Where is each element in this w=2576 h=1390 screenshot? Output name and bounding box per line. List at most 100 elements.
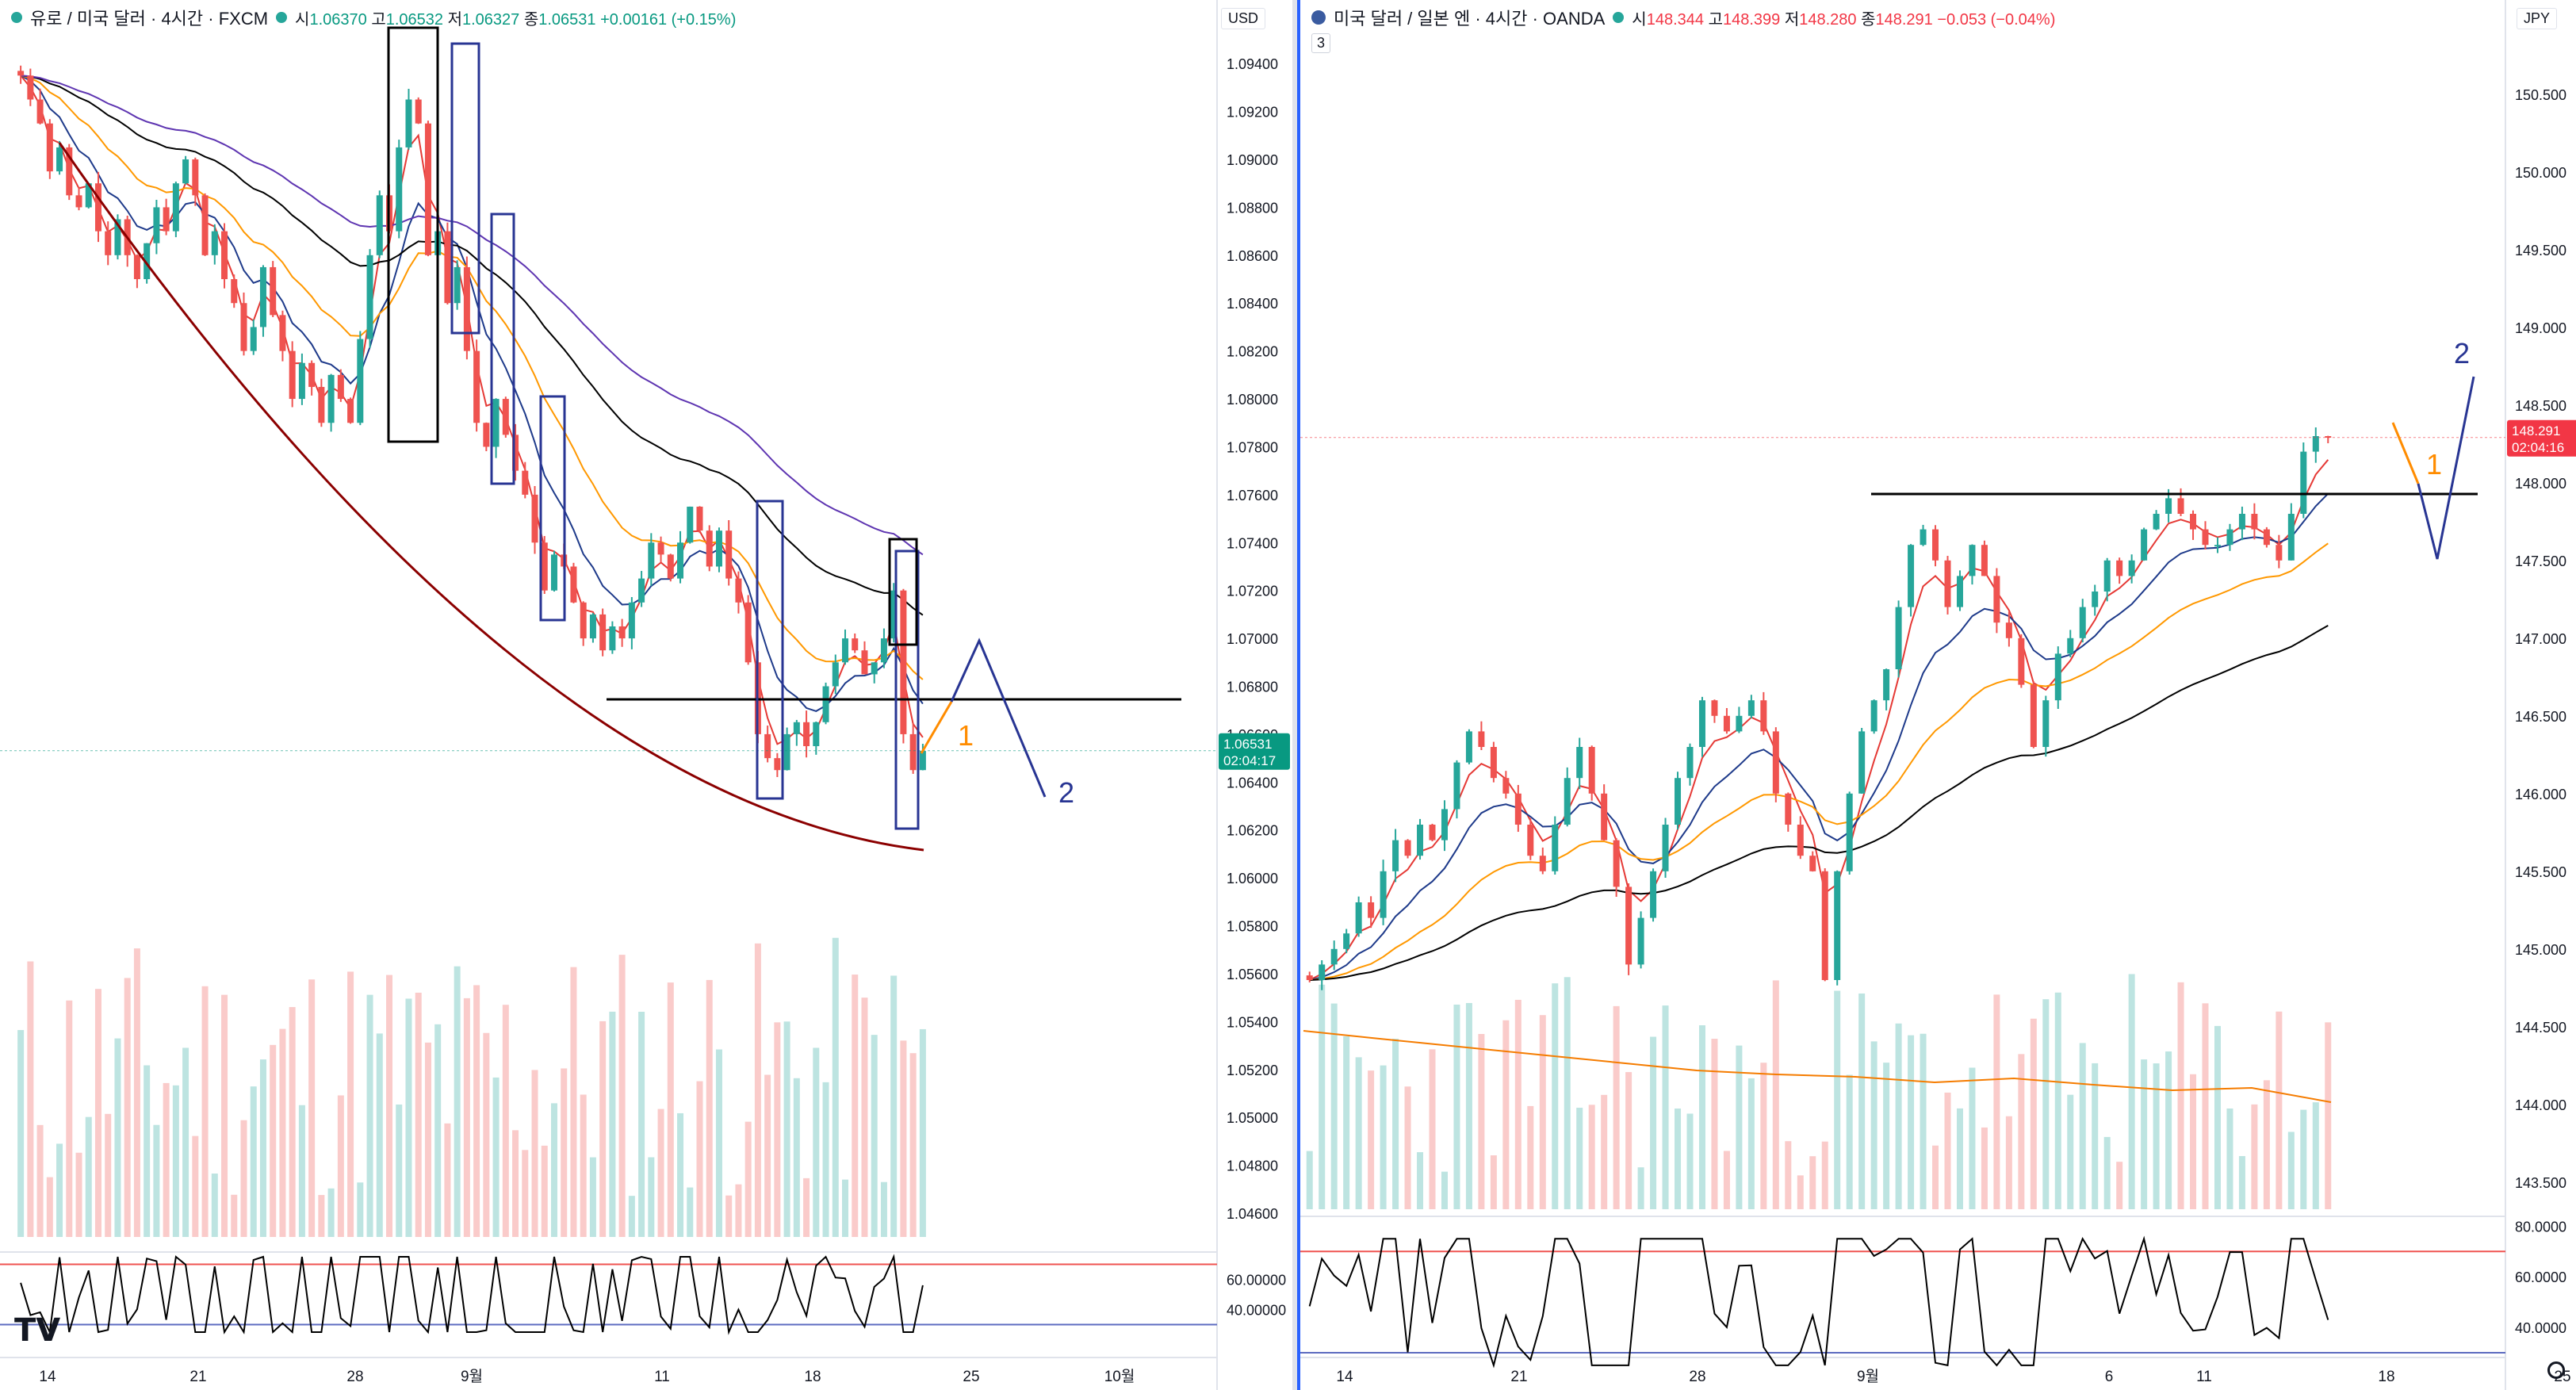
volume-bar <box>1821 1141 1828 1209</box>
volume-bar <box>1870 1041 1877 1209</box>
box-blue <box>539 395 566 622</box>
y-tick-label: 1.08800 <box>1227 200 1278 216</box>
candle-body <box>1675 778 1682 825</box>
pane-divider[interactable] <box>1292 0 1297 1390</box>
candle-body <box>463 266 470 351</box>
ema-slow-line <box>20 75 924 680</box>
candle-body <box>2214 545 2221 547</box>
y-tick-label: 149.000 <box>2515 320 2566 336</box>
candle-body <box>1993 576 2000 623</box>
x-tick-label: 9월 <box>1857 1368 1879 1385</box>
ema-fast-line <box>20 75 924 745</box>
candle-body <box>231 279 238 304</box>
volume-bar <box>550 1103 557 1237</box>
candle-body <box>2103 560 2111 592</box>
candle-body <box>764 733 771 759</box>
x-axis-strip <box>1300 1357 2505 1390</box>
volume-bar <box>1404 1086 1411 1209</box>
volume-bar <box>2116 1162 2123 1209</box>
volume-bar <box>2276 1011 2283 1209</box>
volume-bar <box>105 1113 112 1237</box>
candle-body <box>396 147 403 232</box>
volume-bar <box>2325 1022 2332 1209</box>
y-tick-label: 1.07200 <box>1227 584 1278 599</box>
candle-body <box>1650 871 1657 918</box>
candle-body <box>366 255 373 339</box>
candle-body <box>735 578 742 603</box>
volume-bar <box>357 1182 364 1237</box>
candle-body <box>1772 731 1779 794</box>
candle-body <box>1969 545 1976 576</box>
volume-bar <box>1588 1105 1595 1209</box>
volume-bar <box>2153 1063 2160 1209</box>
box-blue <box>756 500 784 800</box>
currency-selector[interactable]: USD <box>1221 8 1266 29</box>
box-blue <box>490 213 515 485</box>
candle-body <box>609 626 616 651</box>
candle-body <box>2251 514 2258 530</box>
volume-bar <box>1883 1063 1890 1209</box>
tradingview-logo[interactable]: TV <box>14 1312 61 1349</box>
usdjpy-chart-pane[interactable]: 미국 달러 / 일본 엔 · 4시간 · OANDA 시148.344 고148… <box>1297 0 2576 1390</box>
volume-bar <box>240 1120 247 1237</box>
eurusd-chart-pane[interactable]: 유로 / 미국 달러 · 4시간 · FXCM 시1.06370 고1.0653… <box>0 0 1292 1390</box>
candle-body <box>2092 592 2099 607</box>
x-tick-label: 21 <box>189 1369 206 1385</box>
candle-body <box>1588 747 1595 794</box>
y-tick-label: 150.500 <box>2515 87 2566 103</box>
y-tick-label: 1.05000 <box>1227 1110 1278 1126</box>
candle-body <box>105 231 112 255</box>
volume-bar <box>687 1187 694 1237</box>
volume-bar <box>1944 1092 1951 1209</box>
x-tick-label: 14 <box>39 1369 56 1385</box>
volume-bar <box>270 1044 277 1237</box>
volume-bar <box>1502 1020 1510 1209</box>
symbol-flag-icon <box>1311 10 1326 25</box>
volume-bar <box>832 937 839 1237</box>
y-tick-label: 1.08200 <box>1227 344 1278 360</box>
volume-bar <box>764 1074 771 1237</box>
candle-body <box>1404 840 1411 856</box>
candle-body <box>182 159 189 184</box>
candle-body <box>1392 840 1399 871</box>
candle-body <box>890 590 898 639</box>
candle-body <box>1564 778 1571 825</box>
projection-label-2: 2 <box>2454 337 2470 370</box>
volume-bar <box>628 1196 635 1237</box>
volume-bar <box>1797 1175 1804 1209</box>
candle-body <box>259 266 266 327</box>
volume-bar <box>706 979 713 1237</box>
rsi-tick-label: 40.00000 <box>1227 1303 1286 1319</box>
volume-bar <box>900 1040 907 1237</box>
volume-bar <box>366 994 373 1237</box>
volume-bar <box>580 1094 587 1237</box>
volume-bar <box>1368 1070 1375 1209</box>
eurusd-header: 유로 / 미국 달러 · 4시간 · FXCM 시1.06370 고1.0653… <box>11 5 736 30</box>
symbol-title[interactable]: 미국 달러 / 일본 엔 · 4시간 · OANDA <box>1334 9 1606 29</box>
volume-bar <box>2165 1051 2172 1209</box>
y-tick-label: 1.07600 <box>1227 488 1278 504</box>
volume-bar <box>1675 1109 1682 1209</box>
price-badge-value: 1.06531 <box>1223 737 1272 752</box>
candle-body <box>793 722 800 734</box>
volume-bar <box>2177 982 2184 1209</box>
volume-bar <box>842 1179 849 1237</box>
volume-bar <box>279 1028 286 1237</box>
price-badge-value: 148.291 <box>2512 423 2560 438</box>
currency-selector[interactable]: JPY <box>2517 8 2558 29</box>
settings-gear-icon[interactable] <box>2547 1361 2565 1379</box>
volume-bar <box>2190 1074 2197 1209</box>
candle-body <box>1846 793 1853 871</box>
x-tick-label: 11 <box>2196 1369 2212 1385</box>
candle-body <box>153 207 160 243</box>
volume-bar <box>1613 1005 1620 1209</box>
volume-bar <box>813 1047 820 1237</box>
symbol-title[interactable]: 유로 / 미국 달러 · 4시간 · FXCM <box>30 9 269 29</box>
volume-bar <box>1956 1108 1963 1209</box>
volume-bar <box>444 1123 451 1237</box>
candle-body <box>648 542 655 579</box>
indicator-count-badge[interactable]: 3 <box>1311 33 1331 53</box>
usdjpy-chart-svg[interactable]: 150.500 150.000 149.500 149.000 148.500 148.0… <box>1300 0 2576 1390</box>
candle-body <box>1834 871 1841 980</box>
eurusd-chart-svg[interactable]: 1.09400 1.09200 1.09000 1.08800 1.08600 1.084… <box>0 0 1292 1390</box>
